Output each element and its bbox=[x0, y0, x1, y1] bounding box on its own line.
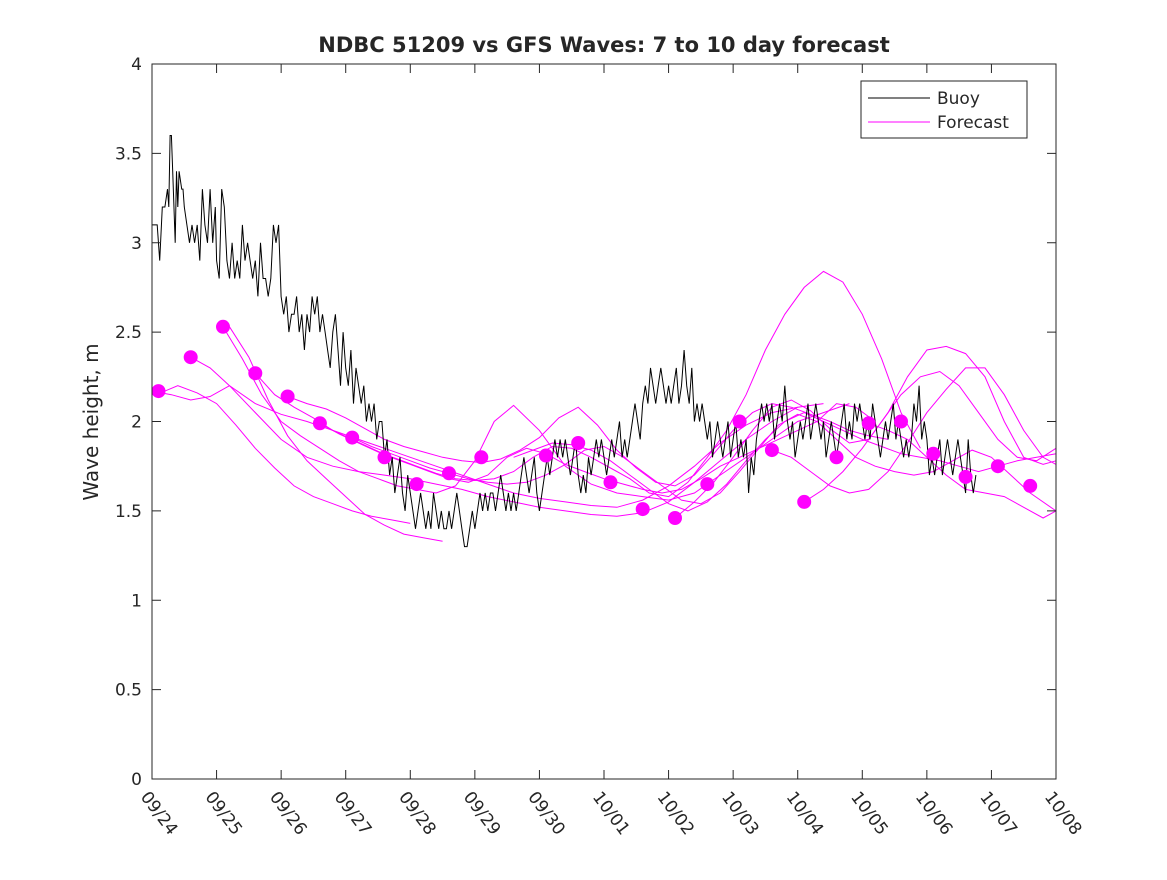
forecast-marker-2 bbox=[216, 319, 230, 334]
forecast-marker-1 bbox=[183, 350, 198, 365]
forecast-marker-14 bbox=[635, 502, 650, 517]
y-tick-label: 3.5 bbox=[115, 144, 142, 164]
forecast-run-8 bbox=[351, 413, 1057, 512]
forecast-marker-5 bbox=[312, 416, 327, 431]
legend: Buoy Forecast bbox=[860, 80, 1028, 139]
y-tick-label: 1.5 bbox=[115, 502, 142, 522]
forecast-marker-19 bbox=[797, 494, 812, 509]
forecast-marker-26 bbox=[1023, 478, 1038, 493]
y-tick-label: 4 bbox=[131, 55, 142, 75]
chart-title: NDBC 51209 vs GFS Waves: 7 to 10 day for… bbox=[318, 33, 889, 57]
y-tick-label: 1 bbox=[131, 591, 142, 611]
forecast-marker-25 bbox=[990, 459, 1005, 474]
forecast-marker-4 bbox=[280, 389, 295, 404]
legend-box bbox=[860, 80, 1028, 139]
forecast-marker-3 bbox=[248, 366, 263, 381]
forecast-marker-6 bbox=[345, 430, 360, 445]
forecast-marker-15 bbox=[668, 511, 682, 525]
forecast-run-12 bbox=[803, 370, 1057, 503]
y-axis-label: Wave height, m bbox=[79, 343, 103, 500]
forecast-marker-0 bbox=[151, 384, 166, 399]
forecast-marker-11 bbox=[538, 448, 553, 463]
forecast-run-6 bbox=[164, 385, 411, 524]
forecast-run-11 bbox=[771, 367, 1057, 494]
forecast-run-0 bbox=[151, 385, 798, 508]
y-tick-label: 2 bbox=[131, 413, 142, 433]
forecast-marker-12 bbox=[571, 436, 586, 450]
y-tick-label: 2.5 bbox=[115, 323, 142, 343]
legend-buoy-label: Buoy bbox=[937, 89, 980, 109]
forecast-run-2 bbox=[222, 326, 850, 501]
forecast-marker-8 bbox=[409, 477, 424, 492]
forecast-marker-16 bbox=[700, 477, 715, 492]
forecast-run-4 bbox=[287, 396, 889, 487]
forecast-marker-23 bbox=[926, 446, 941, 461]
y-tick-label: 3 bbox=[131, 234, 142, 254]
forecast-run-1 bbox=[190, 356, 824, 517]
y-axis: 0 0.5 1 1.5 2 2.5 3 3.5 4 bbox=[115, 55, 1056, 790]
forecast-marker-22 bbox=[894, 414, 908, 429]
forecast-marker-18 bbox=[764, 443, 779, 458]
forecast-marker-21 bbox=[861, 416, 876, 431]
forecast-marker-20 bbox=[829, 450, 844, 465]
forecast-series bbox=[151, 270, 1057, 542]
forecast-marker-13 bbox=[603, 475, 618, 490]
forecast-run-5 bbox=[319, 270, 921, 498]
forecast-marker-17 bbox=[732, 414, 747, 429]
legend-forecast-label: Forecast bbox=[937, 113, 1009, 133]
forecast-marker-24 bbox=[958, 469, 973, 484]
forecast-marker-7 bbox=[377, 450, 392, 465]
y-tick-label: 0.5 bbox=[115, 681, 142, 701]
forecast-marker-9 bbox=[442, 466, 456, 481]
forecast-marker-10 bbox=[474, 450, 489, 465]
forecast-run-7 bbox=[229, 326, 443, 542]
y-tick-label: 0 bbox=[131, 770, 142, 790]
